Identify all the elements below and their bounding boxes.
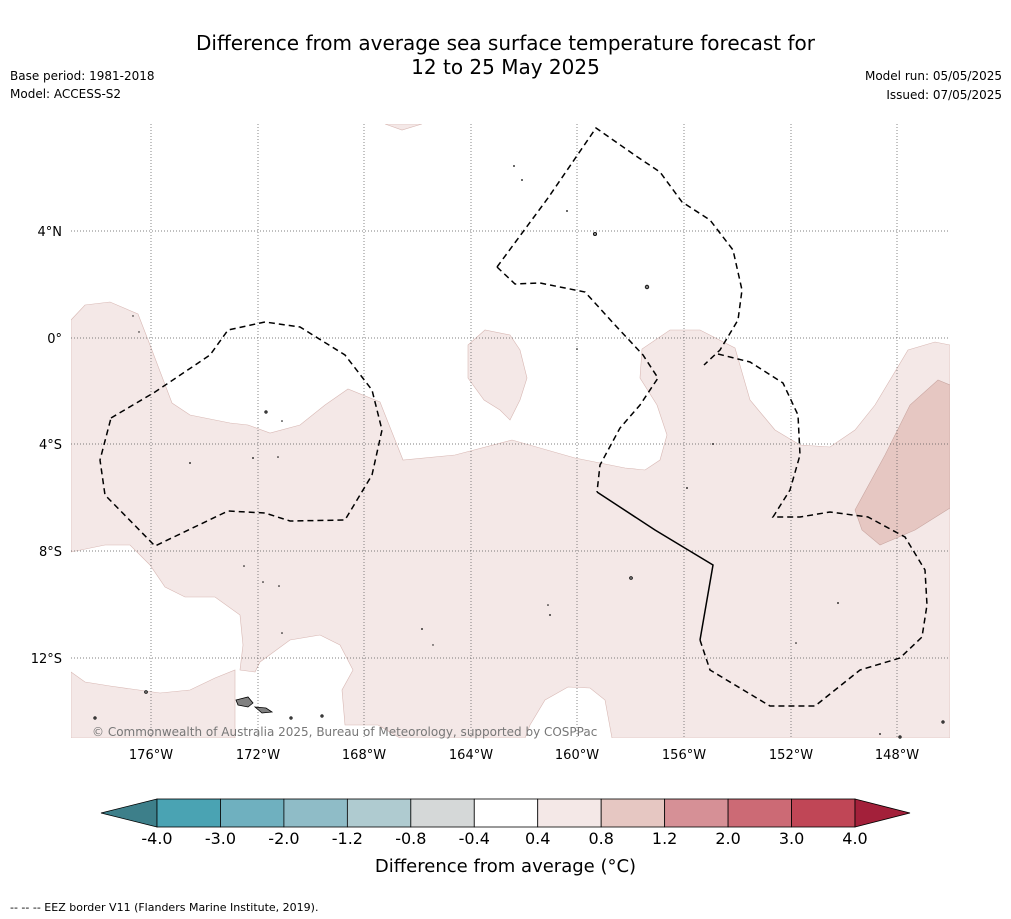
colorbar-segment [410,798,475,828]
anomaly-region-north-blob [467,329,528,421]
eez-border-central [496,266,659,493]
anomaly-region-warm [854,379,950,546]
base-period-text: Base period: 1981-2018 [10,69,155,83]
eez-borders [99,126,928,707]
lon-label-148w: 148°W [875,748,919,763]
colorbar-segment [473,798,539,828]
colorbar-tick-label: -0.8 [395,829,426,848]
eez-border-west [99,321,383,547]
colorbar-tick-label: -3.0 [205,829,236,848]
colorbar-segment [791,798,856,828]
colorbar-segment [156,798,221,828]
colorbar-segment [664,798,729,828]
lat-label-8s: 8°S [39,545,62,560]
lat-label-4n: 4°N [38,225,63,240]
colorbar-tick-label: 0.8 [588,829,613,848]
anomaly-region-top-sliver [384,124,423,131]
page-title-line1: Difference from average sea surface temp… [195,31,815,55]
islands [93,231,945,739]
colorbar-tick-label: 2.0 [715,829,740,848]
issued-text: Issued: 07/05/2025 [886,88,1002,102]
page-title-line2: 12 to 25 May 2025 [411,55,600,79]
anomaly-region-main [71,301,950,738]
model-run-text: Model run: 05/05/2025 [864,69,1002,83]
colorbar-extend-low [100,798,158,828]
lat-label-0: 0° [47,332,62,347]
colorbar-tick-label: 4.0 [842,829,867,848]
colorbar-segment [537,798,602,828]
lon-label-164w: 164°W [449,748,493,763]
colorbar-segment [220,798,285,828]
colorbar-tick-label: -2.0 [268,829,299,848]
lat-label-12s: 12°S [31,652,62,667]
island-savaii [235,696,254,708]
lon-label-156w: 156°W [662,748,706,763]
lon-label-176w: 176°W [129,748,173,763]
colorbar-title: Difference from average (°C) [374,856,637,877]
eez-border-east [699,353,928,707]
colorbar-segment [346,798,412,828]
eez-border-north [496,126,743,366]
anomaly-region-bottom-left [71,669,236,738]
copyright-text: © Commonwealth of Australia 2025, Bureau… [92,725,597,739]
map-panel [71,124,950,738]
colorbar-tick-label: -0.4 [459,829,490,848]
colorbar-segment [283,798,348,828]
lon-label-168w: 168°W [342,748,386,763]
gridlines [71,124,950,738]
eez-border-solid [596,491,714,641]
lon-label-172w: 172°W [236,748,280,763]
colorbar: -4.0 -3.0 -2.0 -1.2 -0.8 -0.4 0.4 0.8 1.2 2.0 3.0 4… [100,798,911,848]
colorbar-tick-label: 3.0 [779,829,804,848]
colorbar-extend-high [854,798,911,828]
colorbar-tick-label: -4.0 [141,829,172,848]
island-upolu [253,706,274,714]
lon-label-160w: 160°W [555,748,599,763]
colorbar-tick-label: 1.2 [652,829,677,848]
colorbar-segment [600,798,666,828]
small-islets [132,165,881,735]
lat-label-4s: 4°S [39,438,62,453]
colorbar-segment [727,798,792,828]
model-text: Model: ACCESS-S2 [10,87,122,101]
eez-footnote: -- -- -- EEZ border V11 (Flanders Marine… [10,901,319,914]
lon-label-152w: 152°W [769,748,813,763]
colorbar-tick-label: -1.2 [332,829,363,848]
colorbar-tick-label: 0.4 [525,829,550,848]
